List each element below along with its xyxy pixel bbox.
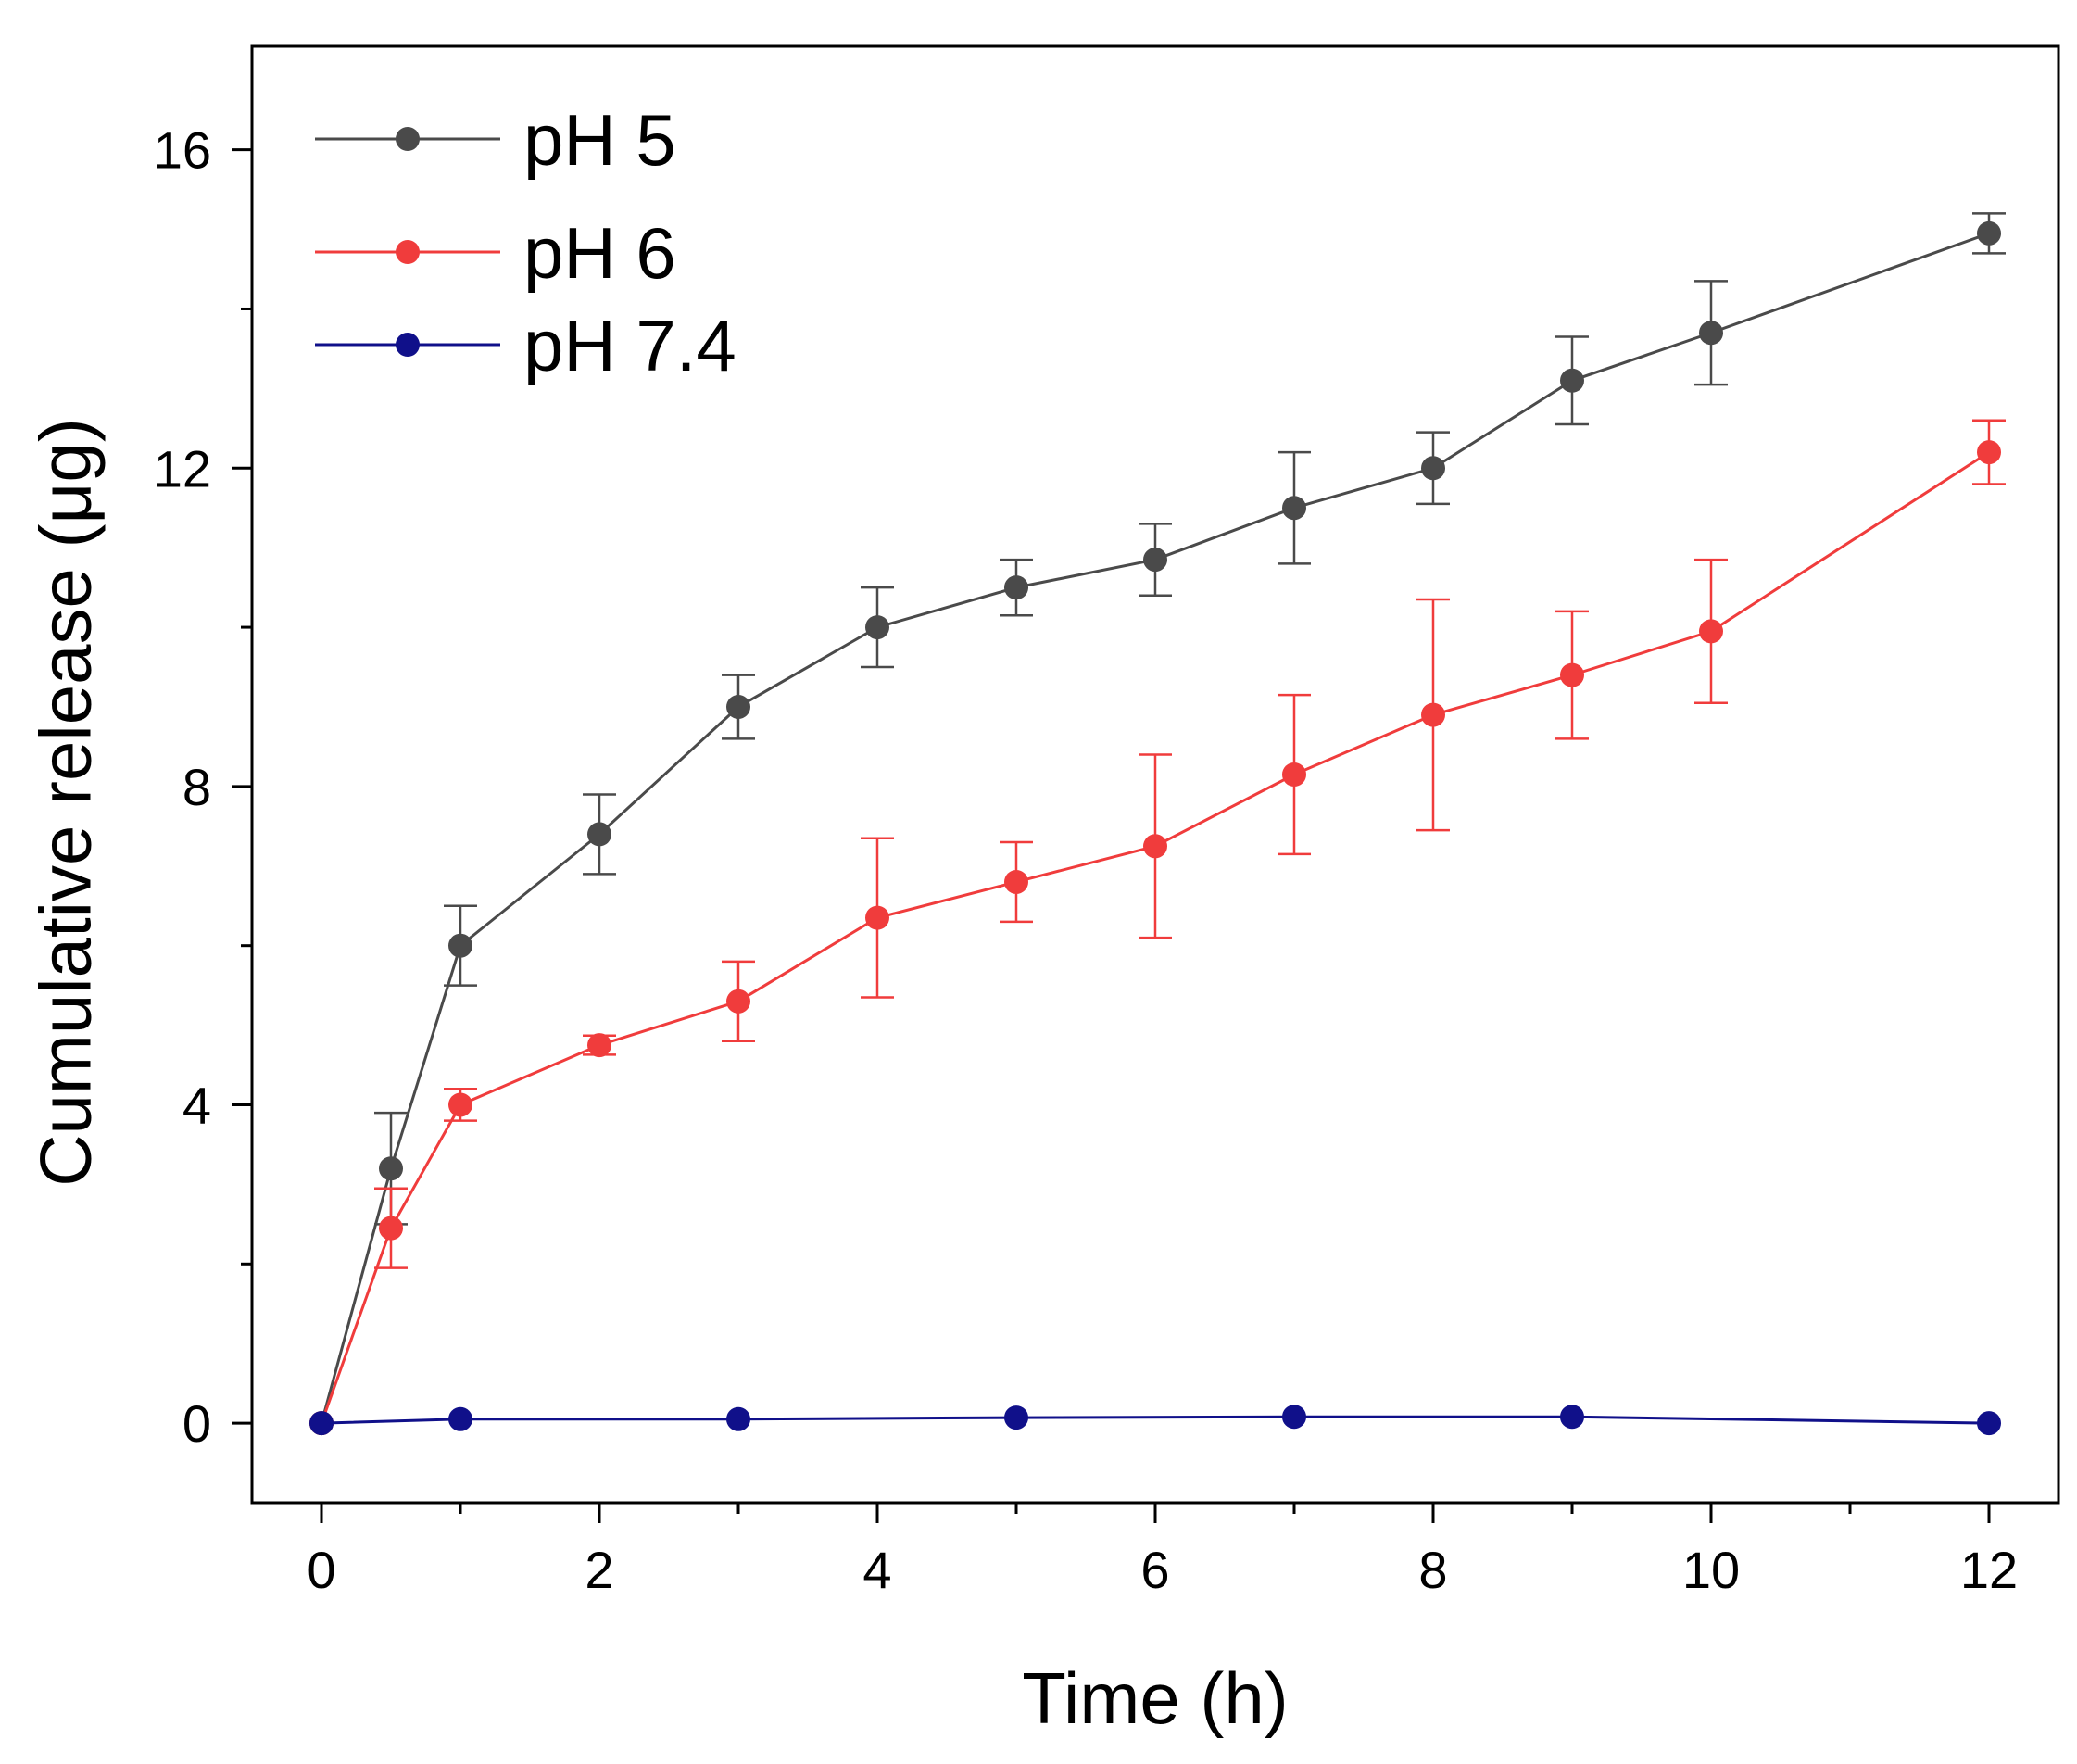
x-axis: 0 2 4 6 8 10 12 (307, 1503, 2018, 1599)
data-point (448, 933, 472, 958)
series-layer (309, 212, 2006, 1436)
data-point (1421, 456, 1445, 481)
data-point (726, 1406, 750, 1431)
data-point (1699, 619, 1723, 644)
x-tick-label: 8 (1418, 1541, 1447, 1599)
y-axis: 0 4 8 12 16 (154, 121, 252, 1453)
data-point (379, 1216, 403, 1241)
legend-marker (396, 240, 420, 264)
data-point (1421, 702, 1445, 727)
x-tick-label: 12 (1960, 1541, 2018, 1599)
data-point (309, 1411, 334, 1436)
legend-label: pH 6 (523, 212, 676, 294)
data-point (726, 989, 750, 1014)
legend-item: pH 6 (315, 212, 676, 294)
x-tick-label: 6 (1140, 1541, 1169, 1599)
data-point (1004, 575, 1028, 600)
series-ph-6 (309, 419, 2006, 1436)
data-point (1282, 496, 1306, 521)
data-point (726, 694, 750, 719)
x-tick-label: 4 (862, 1541, 891, 1599)
data-point (1004, 1405, 1028, 1430)
data-point (865, 615, 889, 640)
y-tick-label: 12 (154, 439, 211, 498)
x-tick-label: 10 (1682, 1541, 1740, 1599)
y-axis-title: Cumulative release (μg) (24, 418, 106, 1187)
legend-label: pH 5 (523, 99, 676, 181)
data-point (1977, 440, 2001, 465)
data-point (1282, 1405, 1306, 1430)
data-point (587, 1033, 611, 1058)
x-tick-label: 0 (307, 1541, 335, 1599)
y-tick-label: 0 (183, 1394, 211, 1453)
data-point (1699, 321, 1723, 346)
y-tick-label: 16 (154, 121, 211, 180)
series-line (321, 1415, 1990, 1425)
legend-item: pH 7.4 (315, 305, 736, 386)
y-tick-label: 8 (183, 758, 211, 816)
data-point (1282, 762, 1306, 787)
series-ph-5 (309, 212, 2006, 1436)
data-point (1560, 368, 1584, 393)
legend-marker (396, 333, 420, 357)
y-tick-label: 4 (183, 1076, 211, 1134)
data-point (1560, 662, 1584, 687)
legend-label: pH 7.4 (523, 305, 736, 386)
x-tick-label: 2 (585, 1541, 613, 1599)
series-ph-7-4 (309, 1405, 2001, 1436)
data-point (1977, 1411, 2001, 1436)
data-point (1977, 220, 2001, 246)
data-point (1143, 834, 1167, 859)
data-point (1143, 548, 1167, 573)
x-axis-title: Time (h) (1022, 1657, 1288, 1739)
legend-marker (396, 127, 420, 151)
data-point (587, 822, 611, 847)
data-point (1004, 869, 1028, 894)
data-point (865, 905, 889, 930)
data-point (1560, 1405, 1584, 1430)
data-point (448, 1406, 472, 1431)
data-point (379, 1156, 403, 1181)
legend-item: pH 5 (315, 99, 676, 181)
data-point (448, 1092, 472, 1117)
legend: pH 5 pH 6 pH 7.4 (315, 99, 736, 386)
